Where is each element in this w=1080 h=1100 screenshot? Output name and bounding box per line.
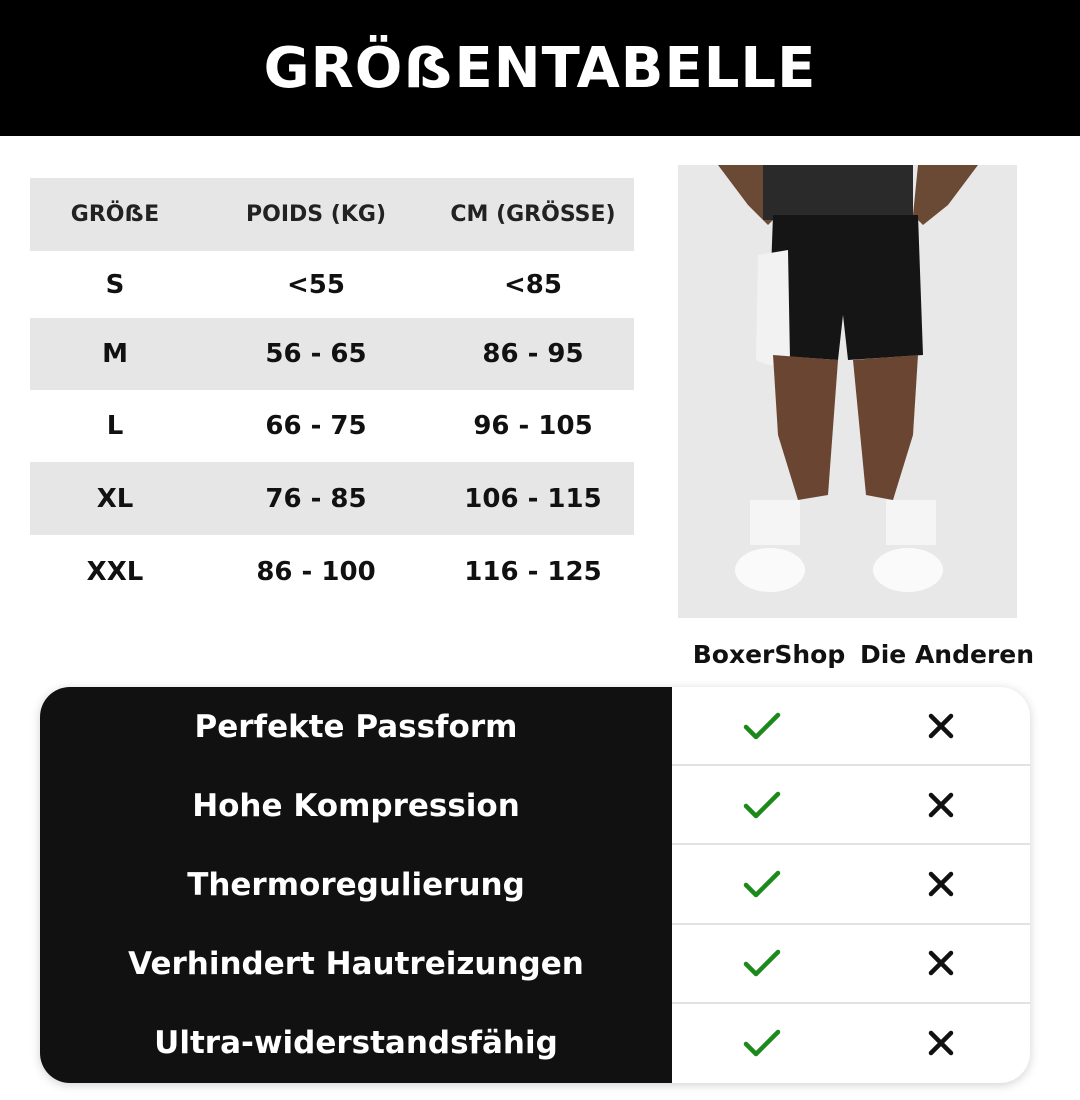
x-icon — [851, 870, 1030, 898]
table-row: M 56 - 65 86 - 95 — [30, 318, 634, 390]
check-icon — [672, 1028, 851, 1058]
weight-cell: 56 - 65 — [265, 339, 367, 369]
column-label-boxershop: BoxerShop — [692, 640, 846, 669]
size-cell: S — [105, 269, 125, 300]
header-cm: CM (GRÖSSE) — [450, 202, 616, 227]
feature-label: Perfekte Passform — [194, 708, 518, 745]
size-table: GRÖẞE POIDS (KG) CM (GRÖSSE) S <55 <85 M… — [30, 178, 634, 608]
table-row: L 66 - 75 96 - 105 — [30, 390, 634, 462]
table-row: S <55 <85 — [30, 251, 634, 318]
feature-label: Hohe Kompression — [192, 787, 520, 824]
comparison-row — [672, 687, 1030, 767]
comparison-row — [672, 1004, 1030, 1083]
size-cell: XL — [96, 483, 134, 514]
feature-label: Verhindert Hautreizungen — [128, 946, 584, 983]
feature-label: Ultra-widerstandsfähig — [154, 1025, 558, 1062]
product-photo — [678, 165, 1017, 618]
x-icon — [851, 791, 1030, 819]
weight-cell: 86 - 100 — [256, 556, 376, 587]
check-icon — [672, 948, 851, 978]
comparison-row — [672, 766, 1030, 846]
size-cell: L — [106, 411, 124, 441]
feature-label: Thermoregulierung — [187, 866, 525, 903]
cm-cell: 116 - 125 — [464, 556, 602, 587]
table-row: XXL 86 - 100 116 - 125 — [30, 535, 634, 608]
table-row: XL 76 - 85 106 - 115 — [30, 462, 634, 535]
header-size: GRÖẞE — [70, 202, 160, 227]
table-header: GRÖẞE POIDS (KG) CM (GRÖSSE) — [30, 178, 634, 251]
x-icon — [851, 1029, 1030, 1057]
x-icon — [851, 949, 1030, 977]
comparison-table: Perfekte Passform Hohe Kompression Therm… — [40, 687, 1030, 1083]
check-icon — [672, 869, 851, 899]
header-banner: GRÖẞENTABELLE — [0, 0, 1080, 136]
page-title: GRÖẞENTABELLE — [263, 35, 817, 101]
weight-cell: 76 - 85 — [265, 483, 367, 514]
comparison-row — [672, 925, 1030, 1004]
cm-cell: 106 - 115 — [464, 483, 602, 514]
check-icon — [672, 790, 851, 820]
size-cell: M — [102, 339, 128, 369]
comparison-row — [672, 845, 1030, 925]
header-weight: POIDS (KG) — [246, 202, 386, 227]
weight-cell: <55 — [287, 269, 345, 300]
cm-cell: 96 - 105 — [473, 411, 593, 441]
cm-cell: 86 - 95 — [482, 339, 584, 369]
cm-cell: <85 — [504, 269, 562, 300]
x-icon — [851, 712, 1030, 740]
column-label-others: Die Anderen — [859, 640, 1035, 669]
size-cell: XXL — [86, 556, 144, 587]
check-icon — [672, 711, 851, 741]
weight-cell: 66 - 75 — [265, 411, 367, 441]
